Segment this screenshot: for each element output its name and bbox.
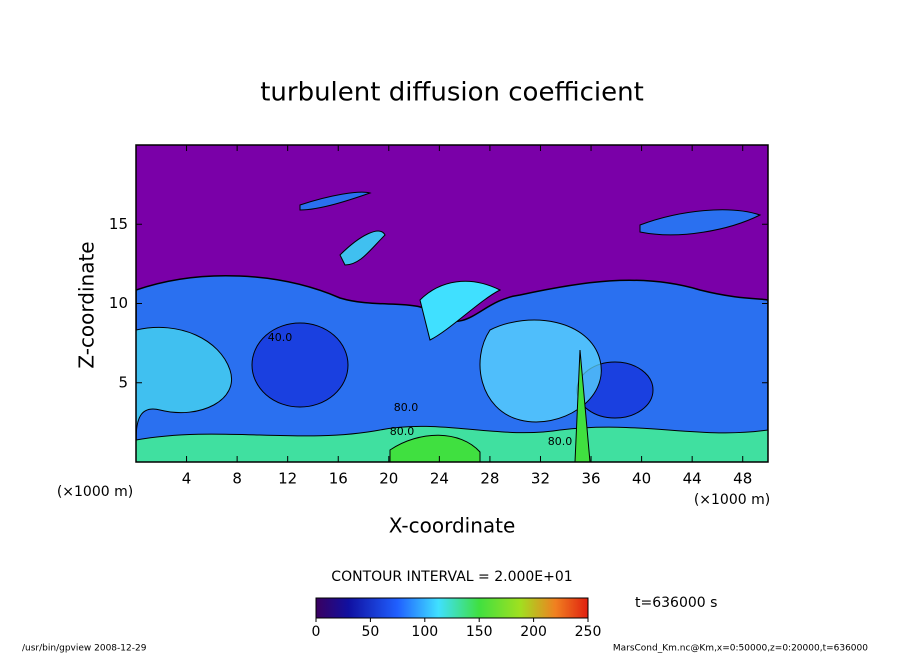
x-tick-label: 12 (278, 470, 297, 488)
contour-label: 80.0 (390, 425, 415, 438)
contour-label: 40.0 (268, 331, 293, 344)
footer-left: /usr/bin/gpview 2008-12-29 (22, 644, 147, 654)
x-tick-label: 40 (632, 470, 651, 488)
x-tick-label: 16 (329, 470, 348, 488)
colorbar-tick-label: 100 (411, 624, 438, 640)
x-axis-label: X-coordinate (389, 514, 516, 538)
x-tick-label: 36 (581, 470, 600, 488)
y-tick-label: 5 (118, 373, 128, 391)
colorbar-tick-label: 50 (361, 624, 379, 640)
x-tick-label: 8 (232, 470, 242, 488)
contour-interval: CONTOUR INTERVAL = 2.000E+01 (331, 569, 572, 585)
colorbar-tick-label: 250 (575, 624, 602, 640)
colorbar-tick-label: 0 (312, 624, 321, 640)
contour-field (136, 145, 768, 462)
y-axis-unit: (×1000 m) (57, 484, 133, 500)
time-label: t=636000 s (635, 595, 717, 611)
x-tick-label: 24 (430, 470, 449, 488)
contour-label: 80.0 (394, 401, 419, 414)
x-tick-label: 32 (531, 470, 550, 488)
x-axis-unit: (×1000 m) (694, 492, 770, 508)
colorbar-tick-label: 200 (520, 624, 547, 640)
colorbar-tick-label: 150 (466, 624, 493, 640)
x-tick-label: 48 (733, 470, 752, 488)
colorbar (315, 597, 589, 619)
contour-label: 80.0 (548, 435, 573, 448)
footer-right: MarsCond_Km.nc@Km,x=0:50000,z=0:20000,t=… (613, 644, 868, 654)
y-tick-label: 10 (109, 294, 128, 312)
x-tick-label: 44 (683, 470, 702, 488)
x-tick-label: 4 (182, 470, 192, 488)
x-tick-label: 20 (379, 470, 398, 488)
x-tick-label: 28 (480, 470, 499, 488)
chart-title: turbulent diffusion coefficient (260, 78, 644, 108)
y-axis-label: Z-coordinate (75, 241, 99, 368)
y-tick-label: 15 (109, 215, 128, 233)
